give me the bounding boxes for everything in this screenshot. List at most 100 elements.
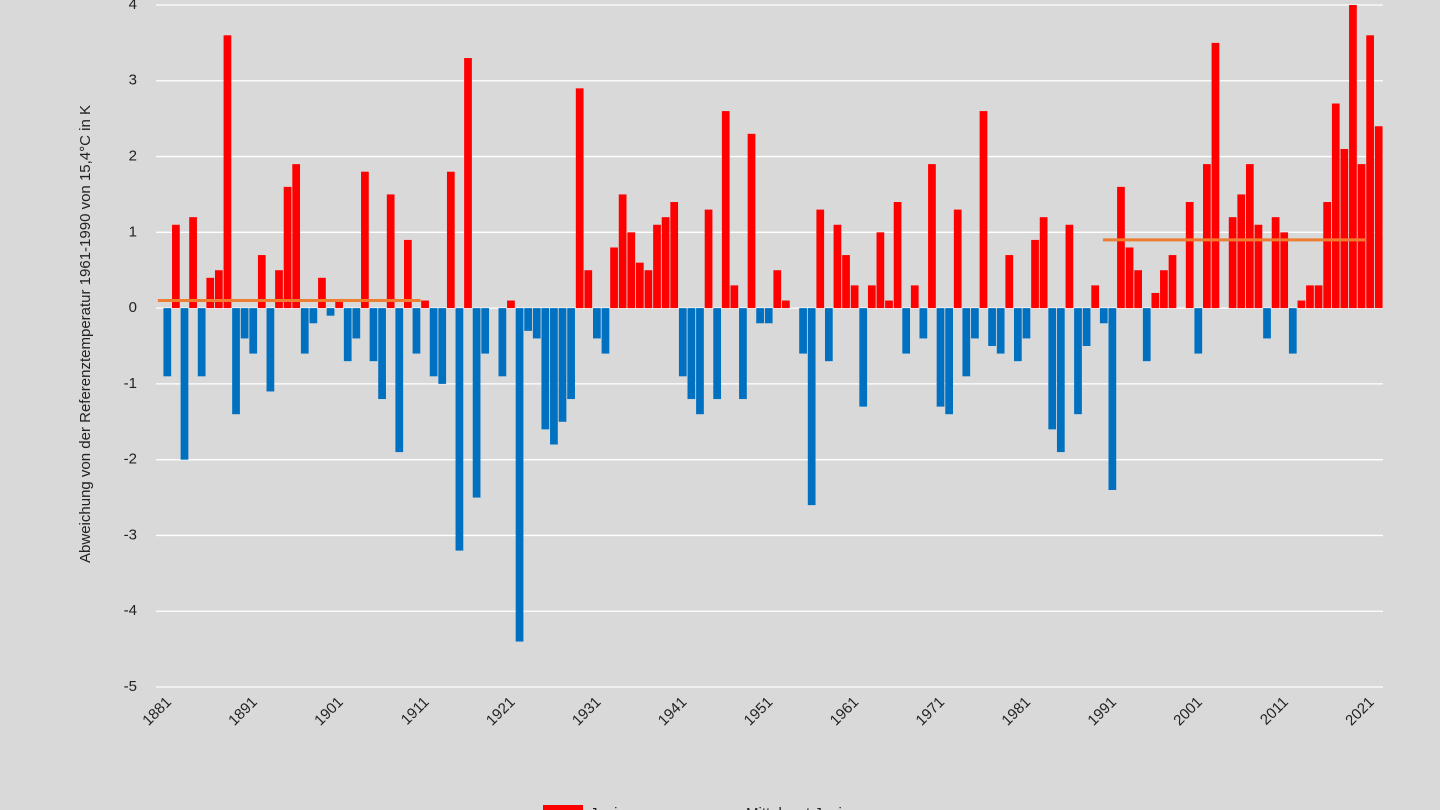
bar bbox=[953, 209, 962, 309]
bar bbox=[421, 300, 429, 309]
bar bbox=[627, 232, 636, 309]
bar bbox=[1280, 232, 1289, 309]
bar bbox=[1228, 217, 1237, 309]
bar bbox=[842, 255, 850, 309]
bar bbox=[945, 308, 953, 415]
bar bbox=[1357, 164, 1366, 309]
bar bbox=[343, 308, 352, 362]
x-tick-label: 1911 bbox=[398, 694, 433, 729]
x-tick-label: 1881 bbox=[139, 694, 175, 730]
bar bbox=[266, 308, 275, 392]
x-tick-label: 2001 bbox=[1170, 694, 1206, 730]
bar bbox=[403, 239, 412, 309]
y-tick-label: 0 bbox=[129, 299, 137, 316]
bar bbox=[747, 133, 756, 309]
bar bbox=[1203, 164, 1211, 309]
bar bbox=[721, 111, 730, 309]
bar bbox=[696, 308, 704, 415]
bar bbox=[893, 202, 902, 309]
bar bbox=[1340, 148, 1349, 309]
bar bbox=[1194, 308, 1203, 354]
bar bbox=[1082, 308, 1091, 346]
bar bbox=[1245, 164, 1254, 309]
bar bbox=[1005, 255, 1014, 309]
bar bbox=[172, 224, 180, 309]
bar bbox=[1331, 103, 1340, 309]
x-tick-label: 2021 bbox=[1342, 694, 1378, 730]
bar bbox=[1091, 285, 1100, 309]
bar bbox=[635, 262, 644, 309]
bar bbox=[532, 308, 541, 339]
bar bbox=[1022, 308, 1031, 339]
bar bbox=[1168, 255, 1177, 309]
y-tick-label: -5 bbox=[124, 678, 137, 695]
bar bbox=[610, 247, 618, 309]
bar bbox=[438, 308, 447, 384]
bar bbox=[971, 308, 979, 339]
bar bbox=[1297, 300, 1306, 309]
bar bbox=[1160, 270, 1168, 309]
bar bbox=[1134, 270, 1143, 309]
bar bbox=[558, 308, 567, 422]
bar bbox=[292, 164, 301, 309]
bar bbox=[773, 270, 782, 309]
bar bbox=[988, 308, 996, 346]
y-tick-label: 3 bbox=[129, 72, 137, 89]
bar bbox=[661, 217, 670, 309]
bar bbox=[283, 186, 292, 309]
bar bbox=[739, 308, 747, 400]
bar bbox=[910, 285, 919, 309]
bar bbox=[713, 308, 722, 400]
bar bbox=[678, 308, 687, 377]
y-axis-label: Abweichung von der Referenztemperatur 19… bbox=[77, 105, 94, 563]
bar bbox=[979, 111, 988, 309]
bar bbox=[206, 277, 215, 309]
y-tick-label: 2 bbox=[129, 148, 137, 165]
bar bbox=[395, 308, 404, 453]
bar bbox=[524, 308, 533, 331]
bar bbox=[644, 270, 653, 309]
x-tick-label: 1991 bbox=[1084, 694, 1120, 730]
x-tick-label: 1921 bbox=[483, 694, 519, 730]
bar bbox=[1108, 308, 1117, 490]
bar bbox=[369, 308, 378, 362]
bar bbox=[378, 308, 386, 400]
bar bbox=[180, 308, 189, 460]
bar bbox=[1185, 202, 1194, 309]
bar bbox=[996, 308, 1005, 354]
bar bbox=[885, 300, 893, 309]
bar bbox=[189, 217, 197, 309]
bar bbox=[1065, 224, 1074, 309]
bar bbox=[1366, 35, 1374, 309]
bar bbox=[859, 308, 868, 407]
y-tick-label: -4 bbox=[124, 602, 137, 619]
bar bbox=[309, 308, 318, 324]
bar bbox=[1211, 42, 1220, 309]
bar bbox=[1142, 308, 1151, 362]
bar bbox=[464, 58, 472, 309]
bar bbox=[687, 308, 696, 400]
bar bbox=[507, 300, 515, 309]
bar bbox=[541, 308, 550, 430]
bar bbox=[455, 308, 464, 551]
bar bbox=[412, 308, 421, 354]
bar bbox=[764, 308, 773, 324]
x-tick-label: 2011 bbox=[1257, 694, 1292, 729]
x-tick-label: 1961 bbox=[827, 694, 863, 730]
bar bbox=[601, 308, 610, 354]
bar bbox=[1031, 239, 1039, 309]
bar bbox=[593, 308, 601, 339]
bar bbox=[249, 308, 258, 354]
bar bbox=[318, 277, 326, 309]
bar bbox=[653, 224, 661, 309]
bar bbox=[1013, 308, 1022, 362]
y-tick-label: 1 bbox=[129, 223, 137, 240]
bar bbox=[472, 308, 481, 498]
bar bbox=[1306, 285, 1314, 309]
bar bbox=[1288, 308, 1297, 354]
bar bbox=[163, 308, 172, 377]
bar bbox=[1237, 194, 1246, 309]
y-tick-label: -3 bbox=[124, 526, 137, 543]
bar bbox=[799, 308, 807, 354]
legend-label: Juni bbox=[590, 805, 618, 810]
